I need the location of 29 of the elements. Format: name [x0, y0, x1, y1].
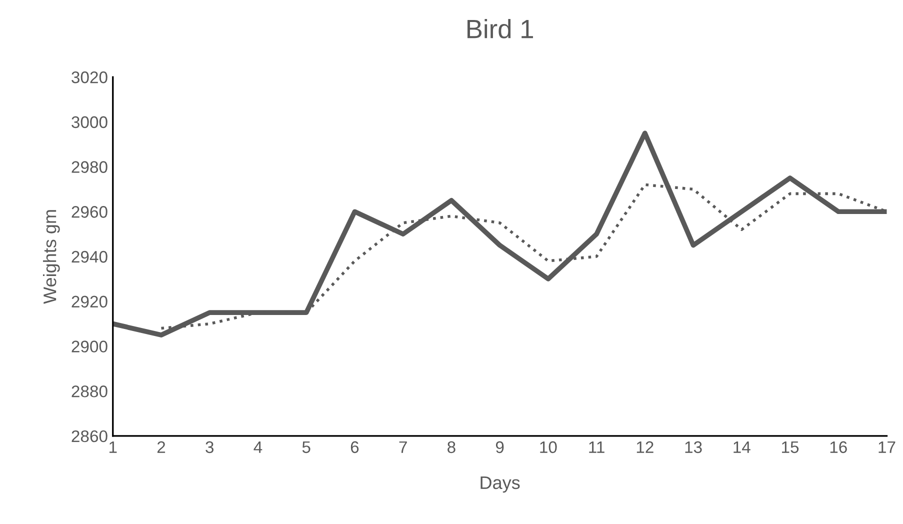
x-tick-label: 8 — [448, 441, 456, 454]
x-tick-label: 2 — [157, 441, 166, 453]
x-tick-label: 3 — [206, 441, 214, 454]
x-tick-label: 4 — [254, 441, 262, 453]
x-tick-label: 7 — [399, 441, 407, 453]
x-tick-label: 15 — [782, 441, 799, 454]
y-tick-label: 2960 — [72, 206, 108, 218]
x-tick-label: 1 — [110, 441, 117, 453]
x-tick-label: 5 — [302, 441, 310, 454]
y-tick-label: 2880 — [72, 386, 108, 398]
x-tick-label: 12 — [636, 441, 654, 453]
x-tick-label: 6 — [350, 441, 359, 454]
chart-title: Bird 1 — [468, 19, 533, 38]
x-tick-label: 13 — [685, 441, 702, 454]
x-tick-label: 14 — [734, 441, 750, 453]
x-tick-label: 9 — [496, 441, 504, 454]
y-axis-title: Weights gm — [43, 210, 60, 304]
y-tick-label: 2980 — [72, 161, 108, 173]
x-tick-label: 16 — [830, 441, 847, 454]
y-tick-label: 2940 — [72, 250, 108, 263]
y-tick-label: 3020 — [72, 71, 108, 84]
y-tick-label: 3000 — [72, 116, 108, 128]
x-axis-title: Days — [480, 476, 520, 493]
x-tick-label: 17 — [878, 441, 896, 453]
y-tick-label: 2860 — [72, 430, 108, 442]
x-tick-label: 11 — [589, 441, 604, 453]
y-tick-label: 2920 — [72, 296, 108, 308]
x-tick-label: 10 — [540, 441, 557, 454]
y-tick-label: 2900 — [72, 340, 108, 352]
